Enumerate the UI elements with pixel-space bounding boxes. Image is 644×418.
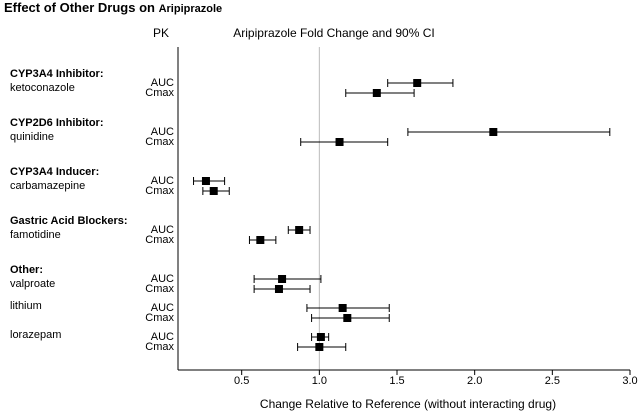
- drug-name: valproate: [10, 278, 55, 290]
- drug-name: famotidine: [10, 229, 61, 241]
- measure-label: Cmax: [145, 136, 174, 148]
- point-estimate: [489, 128, 498, 136]
- point-estimate: [335, 138, 344, 146]
- measure-label: Cmax: [145, 341, 174, 353]
- drug-name: lorazepam: [10, 329, 61, 341]
- point-estimate: [343, 314, 352, 322]
- group-label: Gastric Acid Blockers:: [10, 215, 128, 227]
- x-tick-label: 2.0: [467, 375, 482, 387]
- measure-label: Cmax: [145, 185, 174, 197]
- measure-label: Cmax: [145, 234, 174, 246]
- plot-title: Aripiprazole Fold Change and 90% CI: [233, 26, 434, 40]
- measure-label: AUC: [151, 331, 174, 343]
- point-estimate: [278, 275, 287, 283]
- chart-title: Effect of Other Drugs on Aripiprazole: [4, 0, 222, 15]
- drug-name: lithium: [10, 300, 42, 312]
- measure-label: AUC: [151, 224, 174, 236]
- group-label: CYP3A4 Inhibitor:: [10, 68, 104, 80]
- x-axis-label: Change Relative to Reference (without in…: [260, 397, 556, 411]
- point-estimate: [295, 226, 304, 234]
- point-estimate: [315, 343, 324, 351]
- point-estimate: [274, 285, 283, 293]
- point-estimate: [413, 79, 422, 87]
- measure-label: Cmax: [145, 312, 174, 324]
- point-estimate: [338, 304, 347, 312]
- measure-label: AUC: [151, 175, 174, 187]
- measure-label: Cmax: [145, 87, 174, 99]
- measure-label: AUC: [151, 273, 174, 285]
- measure-label: AUC: [151, 126, 174, 138]
- point-estimate: [201, 177, 210, 185]
- point-estimate: [372, 89, 381, 97]
- measure-label: AUC: [151, 77, 174, 89]
- x-tick-label: 3.0: [622, 375, 637, 387]
- drug-name: quinidine: [10, 131, 54, 143]
- drug-name: ketoconazole: [10, 82, 75, 94]
- x-tick-label: 1.0: [312, 375, 327, 387]
- measure-label: AUC: [151, 302, 174, 314]
- point-estimate: [209, 187, 218, 195]
- pk-header: PK: [153, 26, 169, 40]
- point-estimate: [316, 333, 325, 341]
- x-tick-label: 2.5: [545, 375, 560, 387]
- x-tick-label: 0.5: [234, 375, 249, 387]
- group-label: Other:: [10, 264, 43, 276]
- measure-label: Cmax: [145, 283, 174, 295]
- point-estimate: [256, 236, 265, 244]
- x-tick-label: 1.5: [389, 375, 404, 387]
- drug-name: carbamazepine: [10, 180, 85, 192]
- group-label: CYP2D6 Inhibitor:: [10, 117, 104, 129]
- group-label: CYP3A4 Inducer:: [10, 166, 99, 178]
